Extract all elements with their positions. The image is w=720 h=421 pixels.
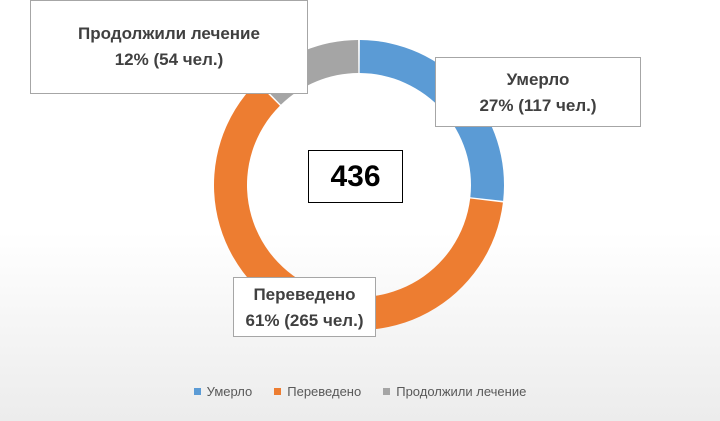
- legend-item-continued: Продолжили лечение: [383, 384, 526, 399]
- data-label-transferred: Переведено 61% (265 чел.): [233, 277, 376, 337]
- data-label-died-name: Умерло: [506, 70, 570, 89]
- legend-label-transferred: Переведено: [287, 384, 362, 399]
- data-label-died-value: 27% (117 чел.): [479, 96, 597, 115]
- legend-item-transferred: Переведено: [274, 384, 361, 399]
- data-label-transferred-name: Переведено: [253, 285, 356, 304]
- data-label-continued-value: 12% (54 чел.): [114, 50, 224, 69]
- legend-swatch-died: [193, 388, 201, 395]
- data-label-transferred-value: 61% (265 чел.): [245, 311, 364, 330]
- chart-legend: Умерло Переведено Продолжили лечение: [0, 384, 720, 399]
- total-count-box: 436: [308, 150, 403, 203]
- legend-swatch-continued: [383, 388, 391, 395]
- data-label-continued-treatment: Продолжили лечение 12% (54 чел.): [30, 0, 308, 94]
- donut-slice-transferred: [213, 82, 503, 331]
- data-label-continued-name: Продолжили лечение: [78, 24, 260, 43]
- legend-swatch-transferred: [274, 388, 282, 395]
- data-label-died: Умерло 27% (117 чел.): [435, 57, 641, 127]
- total-count-label: 436: [330, 159, 381, 193]
- legend-item-died: Умерло: [193, 384, 253, 399]
- legend-label-continued: Продолжили лечение: [396, 384, 527, 399]
- legend-label-died: Умерло: [206, 384, 253, 399]
